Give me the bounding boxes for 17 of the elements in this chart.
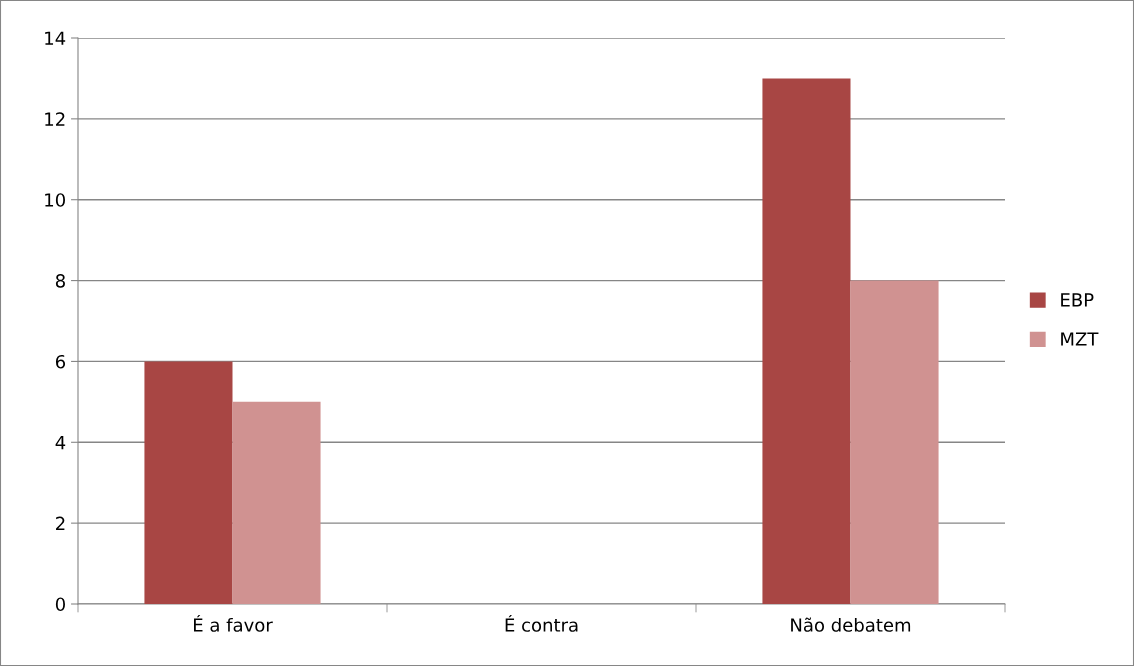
bar bbox=[850, 280, 939, 604]
y-tick-label: 8 bbox=[55, 274, 65, 288]
y-tick-label: 12 bbox=[45, 112, 65, 126]
y-tick-label: 6 bbox=[55, 354, 66, 369]
bar bbox=[144, 361, 233, 604]
y-tick-label: 14 bbox=[45, 31, 66, 45]
x-tick-label: Não debatem bbox=[791, 617, 911, 632]
y-tick-label: 2 bbox=[56, 516, 65, 530]
x-tick-label: É a favor bbox=[194, 614, 273, 632]
x-tick-label: É contra bbox=[505, 614, 578, 632]
bar bbox=[232, 401, 321, 604]
y-tick-label: 0 bbox=[55, 597, 65, 612]
bar bbox=[762, 78, 851, 604]
legend-label: EBP bbox=[1061, 293, 1094, 307]
y-tick-label: 4 bbox=[55, 435, 66, 450]
y-tick-label: 10 bbox=[45, 193, 65, 207]
legend-label: MZT bbox=[1061, 332, 1099, 346]
